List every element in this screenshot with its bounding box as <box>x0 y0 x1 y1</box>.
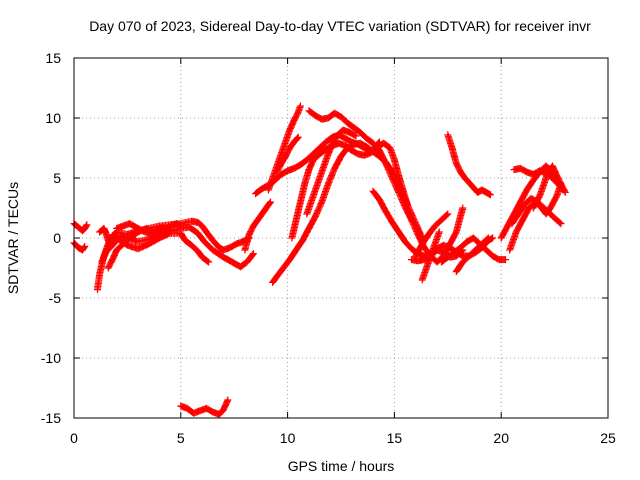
marker-trace <box>412 210 452 260</box>
axis-ticks: 0 5 10 15 20 25 15 10 5 0 -5 -10 -15 <box>41 50 616 446</box>
series-arc-13 <box>273 133 302 176</box>
x-tick-label: 5 <box>177 430 185 446</box>
y-axis-label: SDTVAR / TECUs <box>5 182 21 294</box>
y-tick-label: 5 <box>53 170 61 186</box>
marker-trace <box>452 234 492 276</box>
marker-trace <box>529 162 569 212</box>
chart-title: Day 070 of 2023, Sidereal Day-to-day VTE… <box>89 18 591 34</box>
series-arc-18 <box>412 210 452 260</box>
series-arc-20 <box>418 228 443 284</box>
x-tick-label: 0 <box>70 430 78 446</box>
y-tick-label: 0 <box>53 230 61 246</box>
series-arc-07 <box>113 220 172 237</box>
marker-trace <box>444 131 494 199</box>
marker-trace <box>418 228 443 284</box>
series-arc-16 <box>303 126 360 218</box>
y-tick-label: -15 <box>41 410 61 426</box>
x-tick-label: 15 <box>387 430 403 446</box>
series-arc-09 <box>241 198 274 254</box>
plot-frame <box>73 57 609 419</box>
marker-trace <box>241 198 274 254</box>
x-axis-label: GPS time / hours <box>288 458 395 474</box>
x-tick-label: 10 <box>280 430 296 446</box>
x-tick-label: 25 <box>600 430 616 446</box>
x-tick-label: 20 <box>493 430 509 446</box>
marker-trace <box>437 234 509 266</box>
series-arc-23 <box>444 131 494 199</box>
series-arc-08 <box>177 396 232 418</box>
series-arc-21 <box>437 234 509 266</box>
marker-trace <box>177 396 232 418</box>
marker-trace <box>113 220 172 237</box>
data-points <box>70 102 569 418</box>
marker-trace <box>303 126 360 218</box>
y-tick-label: -10 <box>41 350 61 366</box>
y-tick-label: 15 <box>45 50 61 66</box>
series-arc-22 <box>440 204 467 260</box>
series-arc-24 <box>452 234 492 276</box>
y-tick-label: 10 <box>45 110 61 126</box>
series-arc-29 <box>529 162 569 212</box>
y-tick-label: -5 <box>49 290 62 306</box>
marker-trace <box>273 133 302 176</box>
marker-trace <box>440 204 467 260</box>
